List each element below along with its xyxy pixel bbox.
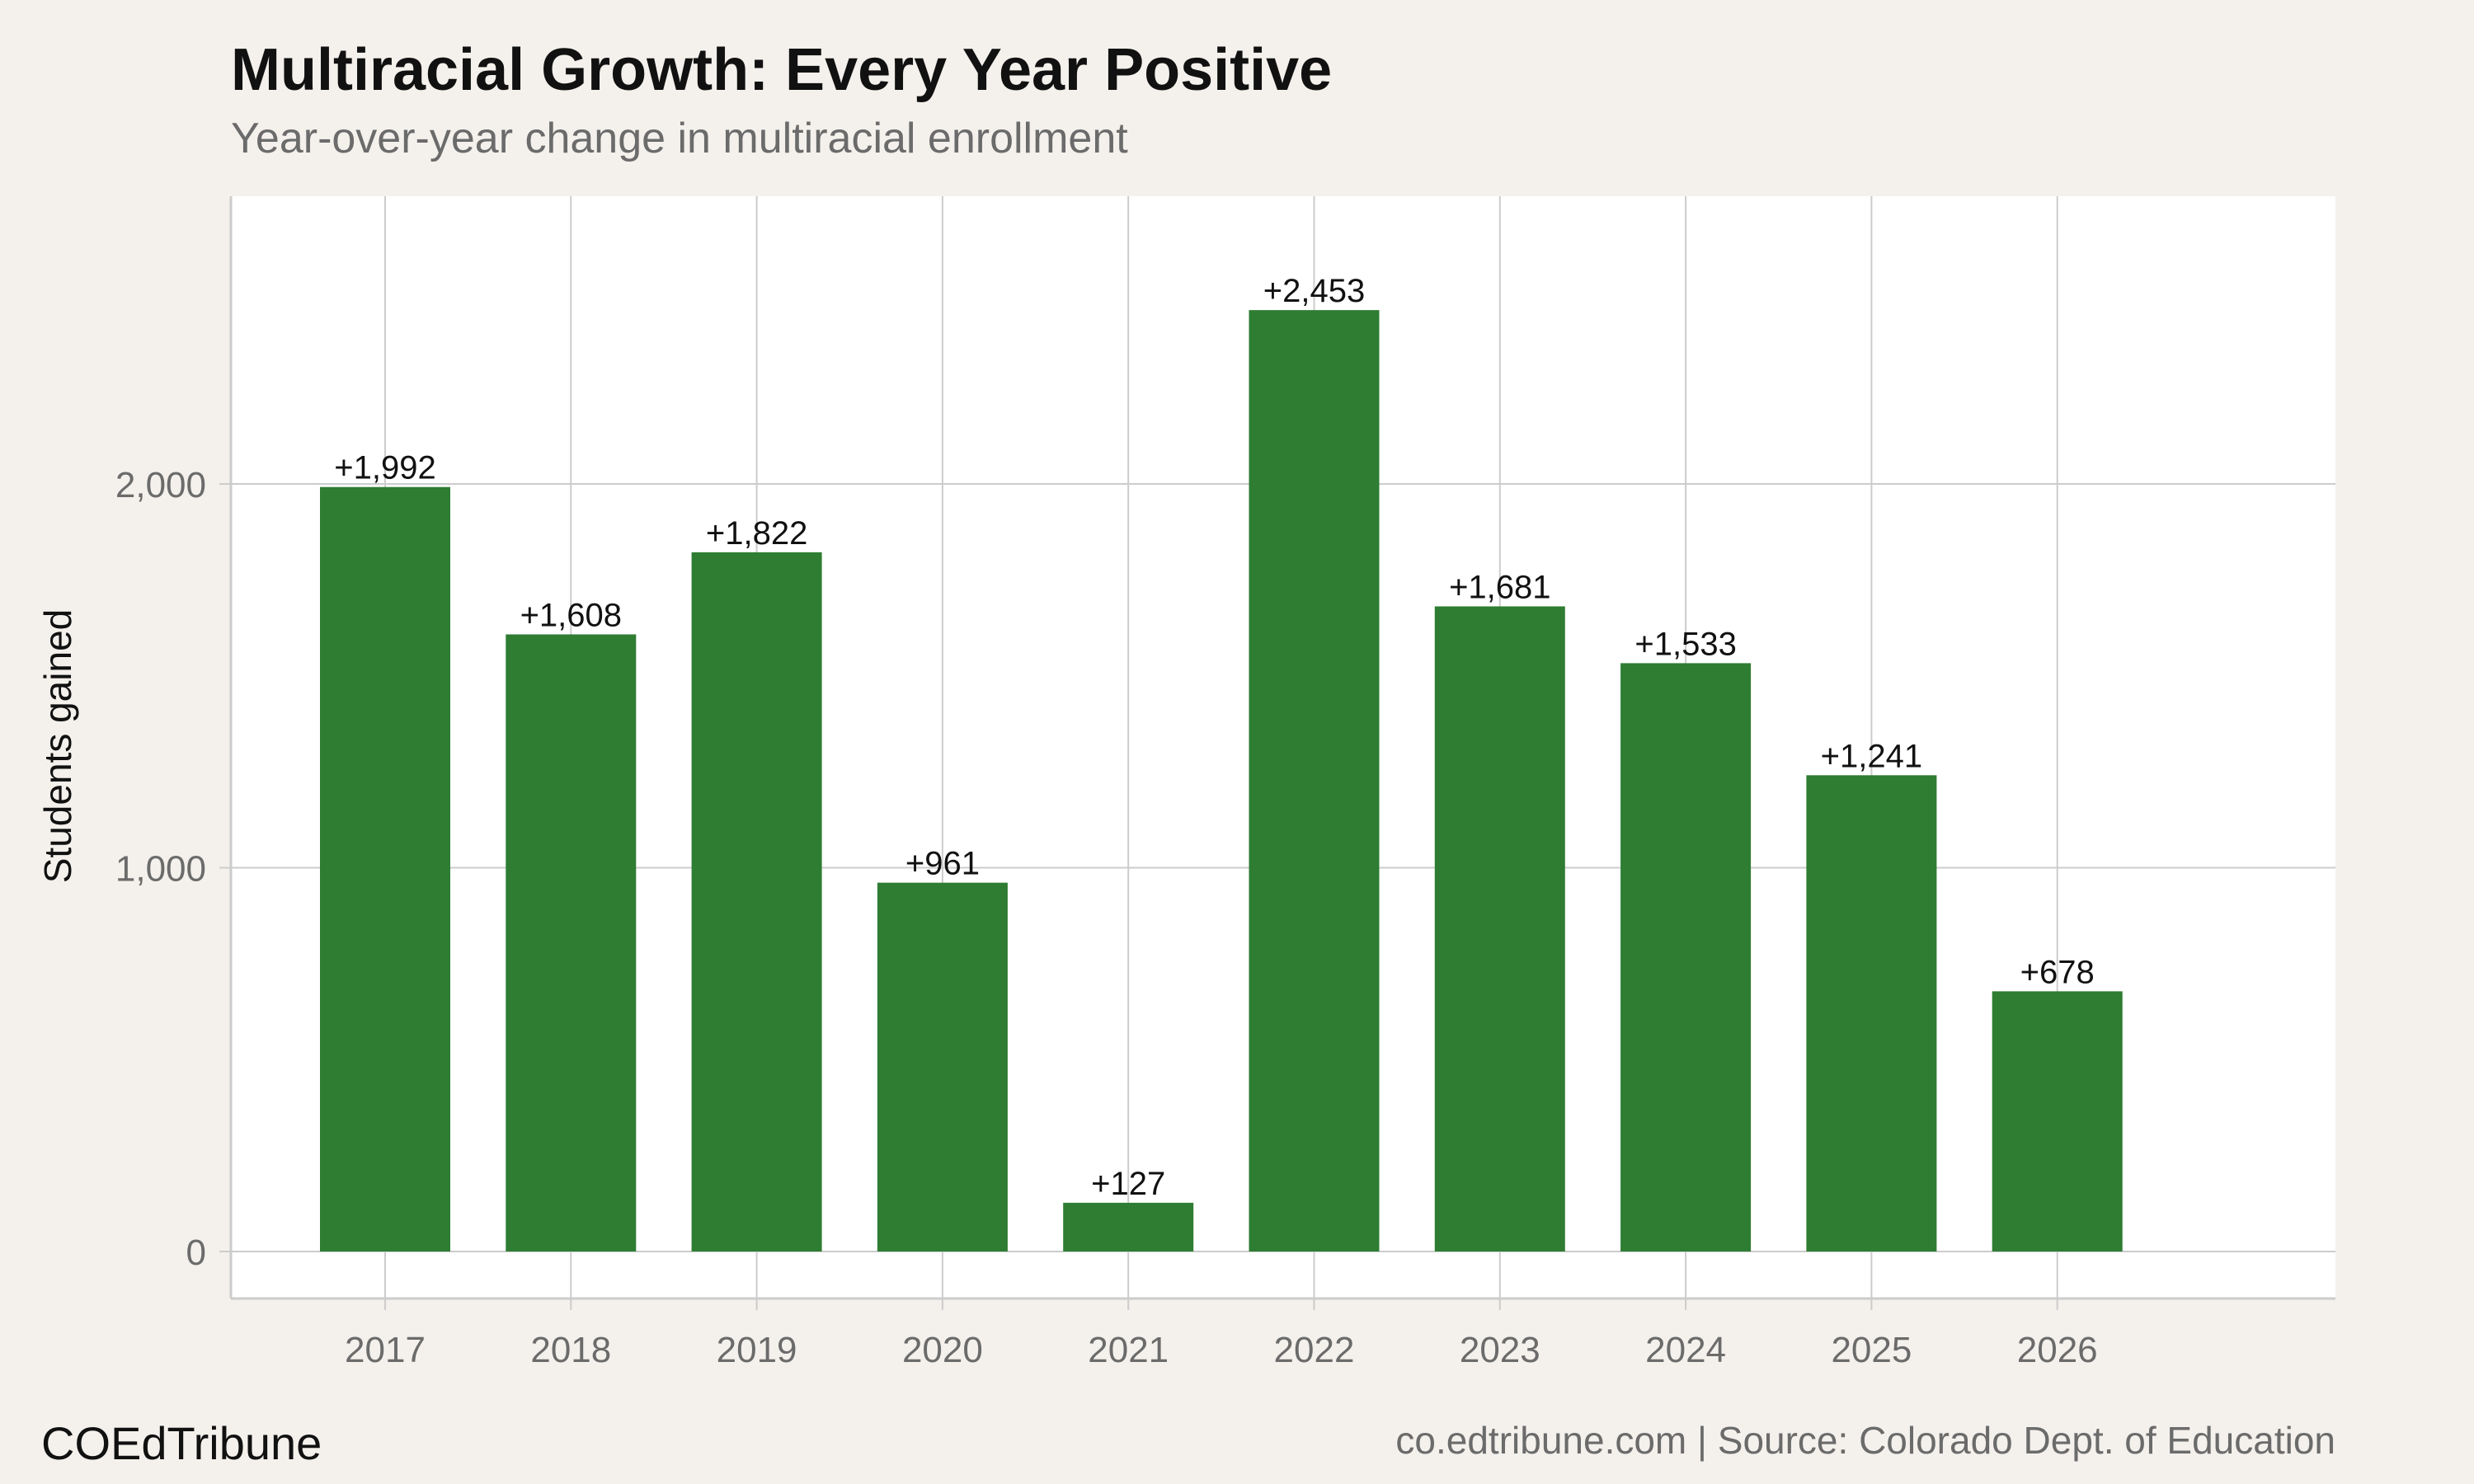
y-tick-label: 0	[186, 1233, 206, 1273]
x-tick-label: 2024	[1645, 1330, 1726, 1370]
y-tick-label: 2,000	[115, 465, 206, 505]
data-label: +2,453	[1263, 273, 1365, 309]
data-label: +678	[2020, 954, 2095, 990]
data-label: +961	[905, 846, 980, 882]
x-tick-label: 2026	[2017, 1330, 2098, 1370]
chart-subtitle: Year-over-year change in multiracial enr…	[231, 115, 1128, 162]
bar-2024	[1620, 663, 1752, 1252]
data-label: +1,822	[706, 515, 807, 552]
data-label: +1,681	[1449, 569, 1550, 605]
source-credit: co.edtribune.com | Source: Colorado Dept…	[1395, 1419, 2335, 1462]
bar-2025	[1806, 775, 1937, 1252]
x-tick-label: 2019	[717, 1330, 797, 1370]
chart-title: Multiracial Growth: Every Year Positive	[231, 37, 1333, 103]
x-tick-label: 2020	[902, 1330, 983, 1370]
data-label: +1,992	[334, 450, 435, 486]
bar-2019	[691, 552, 822, 1252]
data-label: +1,533	[1634, 626, 1736, 662]
x-tick-label: 2023	[1460, 1330, 1540, 1370]
x-tick-label: 2017	[345, 1330, 426, 1370]
bar-2021	[1063, 1202, 1194, 1252]
bar-2020	[877, 882, 1008, 1252]
data-label: +1,608	[520, 597, 622, 633]
x-tick-label: 2018	[530, 1330, 611, 1370]
bar-2023	[1434, 606, 1565, 1252]
bar-2022	[1249, 310, 1380, 1252]
x-tick-label: 2022	[1274, 1330, 1355, 1370]
data-label: +127	[1091, 1166, 1165, 1202]
brand-logo-text: COEdTribune	[41, 1417, 322, 1469]
y-tick-label: 1,000	[115, 849, 206, 890]
bar-2018	[506, 634, 637, 1252]
x-tick-label: 2025	[1831, 1330, 1912, 1370]
data-label: +1,241	[1821, 738, 1922, 774]
bar-2026	[1992, 991, 2123, 1252]
x-tick-label: 2021	[1088, 1330, 1169, 1370]
bar-2017	[320, 486, 450, 1252]
